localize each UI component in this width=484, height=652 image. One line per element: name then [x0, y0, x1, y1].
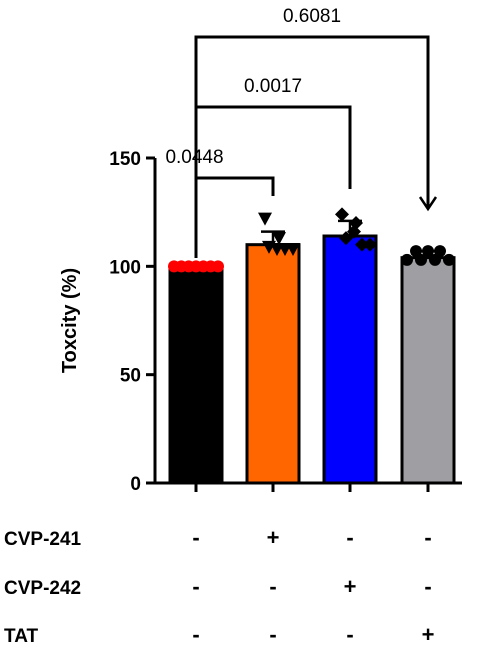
treatment-table: CVP-241 - + - - CVP-242 - - + - TAT - - - + [4, 525, 434, 647]
bar [245, 243, 301, 485]
data-point [443, 253, 455, 266]
data-point [429, 253, 441, 266]
treatment-sign: - [269, 574, 276, 599]
data-point [410, 245, 422, 258]
treatment-name: TAT [4, 626, 39, 647]
treatment-sign: - [346, 622, 353, 647]
treatment-sign: - [192, 574, 199, 599]
treatment-sign: - [346, 525, 353, 550]
data-point [415, 253, 427, 266]
y-tick-label: 0 [130, 474, 141, 495]
significance-bracket [194, 35, 430, 258]
bar [400, 256, 456, 485]
p-value-label: 0.0017 [244, 76, 302, 97]
y-axis-label: Toxcity (%) [59, 268, 81, 373]
treatment-sign: - [424, 574, 431, 599]
data-point [286, 243, 300, 256]
y-tick-label: 150 [109, 149, 141, 170]
data-point [355, 237, 369, 252]
y-tick-label: 50 [120, 366, 141, 387]
treatment-sign: - [192, 525, 199, 550]
data-point [434, 245, 446, 258]
treatment-name: CVP-241 [4, 529, 82, 550]
data-point [363, 237, 377, 252]
treatment-name: CVP-242 [4, 578, 81, 599]
bracket-arrow [418, 196, 438, 212]
data-point [272, 232, 286, 246]
bars [168, 234, 456, 485]
data-points [168, 207, 455, 273]
data-point [422, 245, 434, 258]
treatment-sign: + [344, 574, 357, 599]
treatment-sign: + [267, 525, 280, 550]
treatment-sign: - [424, 525, 431, 550]
treatment-sign: - [192, 622, 199, 647]
treatment-sign: - [269, 622, 276, 647]
bar [168, 264, 224, 485]
bar [322, 234, 378, 485]
data-point [335, 207, 349, 222]
data-point [339, 231, 353, 246]
data-point [347, 224, 361, 239]
p-value-label: 0.6081 [283, 6, 341, 27]
treatment-sign: + [422, 622, 435, 647]
data-point [258, 212, 272, 226]
data-point [212, 260, 224, 273]
y-tick-label: 100 [109, 257, 141, 278]
data-point [401, 253, 413, 266]
